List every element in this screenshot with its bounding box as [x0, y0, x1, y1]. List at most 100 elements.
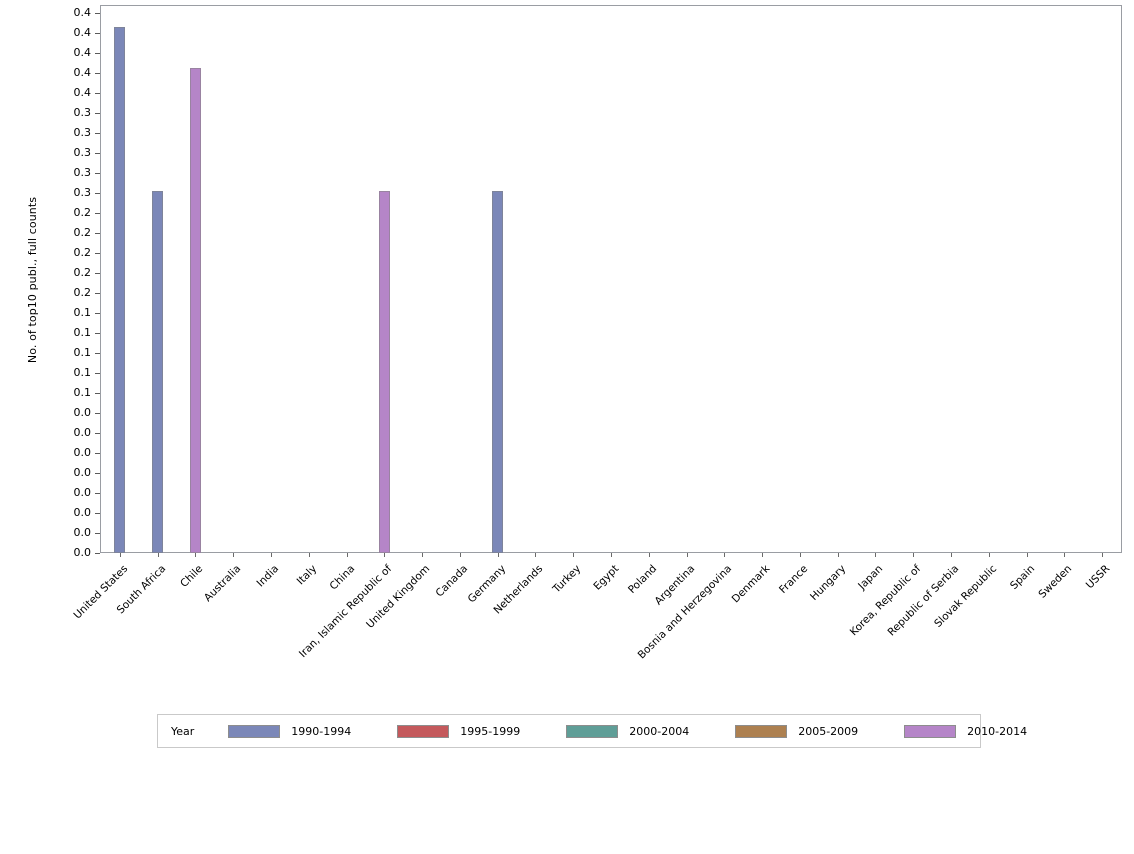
y-tick-label: 0.3	[73, 186, 92, 199]
x-tick-label: Japan	[856, 562, 886, 592]
x-tick-mark	[346, 553, 348, 557]
bar[interactable]	[152, 190, 164, 553]
x-tick-mark	[573, 553, 575, 557]
y-tick: 0.3	[73, 146, 100, 160]
bar-chart: No. of top10 publ., full counts 0.4 0.4 0.…	[26, 5, 1122, 748]
y-tick-mark	[95, 412, 100, 414]
legend-label: 1990-1994	[291, 724, 352, 738]
x-tick-mark	[837, 553, 839, 557]
x-tick-label: Canada	[433, 562, 471, 600]
legend-label: 2000-2004	[629, 724, 690, 738]
x-tick-mark	[459, 553, 461, 557]
y-tick-label: 0.4	[73, 46, 92, 59]
y-tick: 0.3	[73, 106, 100, 120]
y-tick-label: 0.3	[73, 126, 92, 139]
y-tick-mark	[95, 512, 100, 514]
y-tick-mark	[95, 392, 100, 394]
x-tick-mark	[384, 553, 386, 557]
y-tick-mark	[95, 532, 100, 534]
legend-item[interactable]: 2010-2014	[904, 724, 1027, 738]
x-tick-mark	[233, 553, 235, 557]
bars-layer	[101, 6, 1121, 553]
legend-item[interactable]: 1995-1999	[397, 724, 566, 738]
x-tick-mark	[157, 553, 159, 557]
plot-area	[100, 5, 1122, 553]
x-tick-mark	[762, 553, 764, 557]
y-tick-mark	[95, 252, 100, 254]
x-tick-mark	[422, 553, 424, 557]
legend-items: 1990-1994 1995-1999 2000-2004 2005-2009 2010…	[228, 724, 1027, 738]
y-tick: 0.0	[74, 426, 100, 440]
x-tick-label: China	[327, 562, 357, 593]
y-tick-mark	[95, 452, 100, 454]
bar[interactable]	[492, 190, 504, 553]
legend-swatch	[228, 724, 281, 738]
bar[interactable]	[189, 67, 201, 553]
y-tick-label: 0.1	[73, 326, 92, 339]
y-tick-label: 0.1	[73, 306, 92, 319]
x-tick-label: France	[776, 562, 811, 596]
legend-item[interactable]: 2005-2009	[735, 724, 904, 738]
x-tick-mark	[799, 553, 801, 557]
y-tick-label: 0.2	[73, 226, 92, 239]
x-tick-label: Italy	[294, 562, 320, 588]
y-tick-label: 0.4	[73, 26, 92, 39]
x-tick-mark	[271, 553, 272, 557]
y-tick-label: 0.1	[73, 346, 92, 359]
x-tick-mark	[686, 553, 688, 557]
y-tick: 0.1	[73, 326, 100, 340]
y-tick: 0.4	[73, 46, 100, 60]
y-tick: 0.1	[74, 386, 100, 400]
y-tick: 0.2	[73, 206, 100, 220]
y-tick-label: 0.2	[73, 206, 92, 219]
bar[interactable]	[114, 26, 126, 553]
legend-swatch	[735, 724, 788, 738]
y-tick-mark	[95, 172, 100, 174]
y-tick-mark	[95, 352, 100, 354]
y-tick-label: 0.3	[73, 166, 92, 179]
y-tick-mark	[95, 432, 100, 434]
y-tick: 0.0	[74, 466, 100, 480]
x-tick-label: Iran, Islamic Republic of	[297, 562, 395, 661]
y-tick-mark	[95, 12, 100, 14]
x-tick-label: Netherlands	[491, 562, 546, 617]
y-tick: 0.0	[74, 406, 100, 420]
x-tick-mark	[913, 553, 915, 557]
x-tick-label: Republic of Serbia	[885, 562, 962, 639]
y-tick-mark	[95, 332, 100, 334]
y-tick: 0.4	[73, 26, 100, 40]
x-tick-mark	[988, 553, 990, 557]
y-tick-mark	[95, 52, 100, 54]
x-tick-label: Poland	[625, 562, 660, 597]
y-tick-label: 0.0	[73, 526, 92, 539]
x-tick-mark	[497, 553, 499, 557]
legend-label: 2005-2009	[798, 724, 859, 738]
y-tick-mark	[95, 232, 100, 234]
x-tick-label: Spain	[1007, 562, 1037, 592]
y-tick-label: 0.0	[73, 506, 92, 519]
bar[interactable]	[378, 190, 390, 553]
legend-swatch	[566, 724, 619, 738]
x-tick-label: Egypt	[591, 562, 622, 593]
y-tick: 0.3	[73, 126, 100, 140]
x-tick-label: Sweden	[1036, 562, 1075, 601]
legend-item[interactable]: 2000-2004	[566, 724, 735, 738]
y-tick: 0.0	[73, 526, 100, 540]
legend-item[interactable]: 1990-1994	[228, 724, 397, 738]
y-tick-label: 0.2	[73, 286, 92, 299]
y-tick: 0.1	[73, 306, 100, 320]
x-tick-label: Slovak Republic	[931, 562, 1000, 630]
legend: Year 1990-1994 1995-1999 2000-2004 2005-200…	[157, 714, 1027, 748]
y-tick-mark	[95, 92, 100, 94]
legend-swatch	[397, 724, 450, 738]
y-tick-label: 0.3	[73, 106, 92, 119]
x-axis-labels: United States South Africa Chile Australia I…	[71, 563, 1112, 662]
y-tick: 0.2	[74, 246, 100, 260]
x-tick-mark	[308, 553, 310, 557]
x-tick-label: Denmark	[729, 562, 773, 606]
y-tick-mark	[95, 112, 100, 114]
x-tick-mark	[724, 553, 726, 557]
y-tick-label: 0.3	[73, 146, 92, 159]
y-tick-mark	[95, 292, 100, 294]
y-tick: 0.2	[73, 226, 100, 240]
